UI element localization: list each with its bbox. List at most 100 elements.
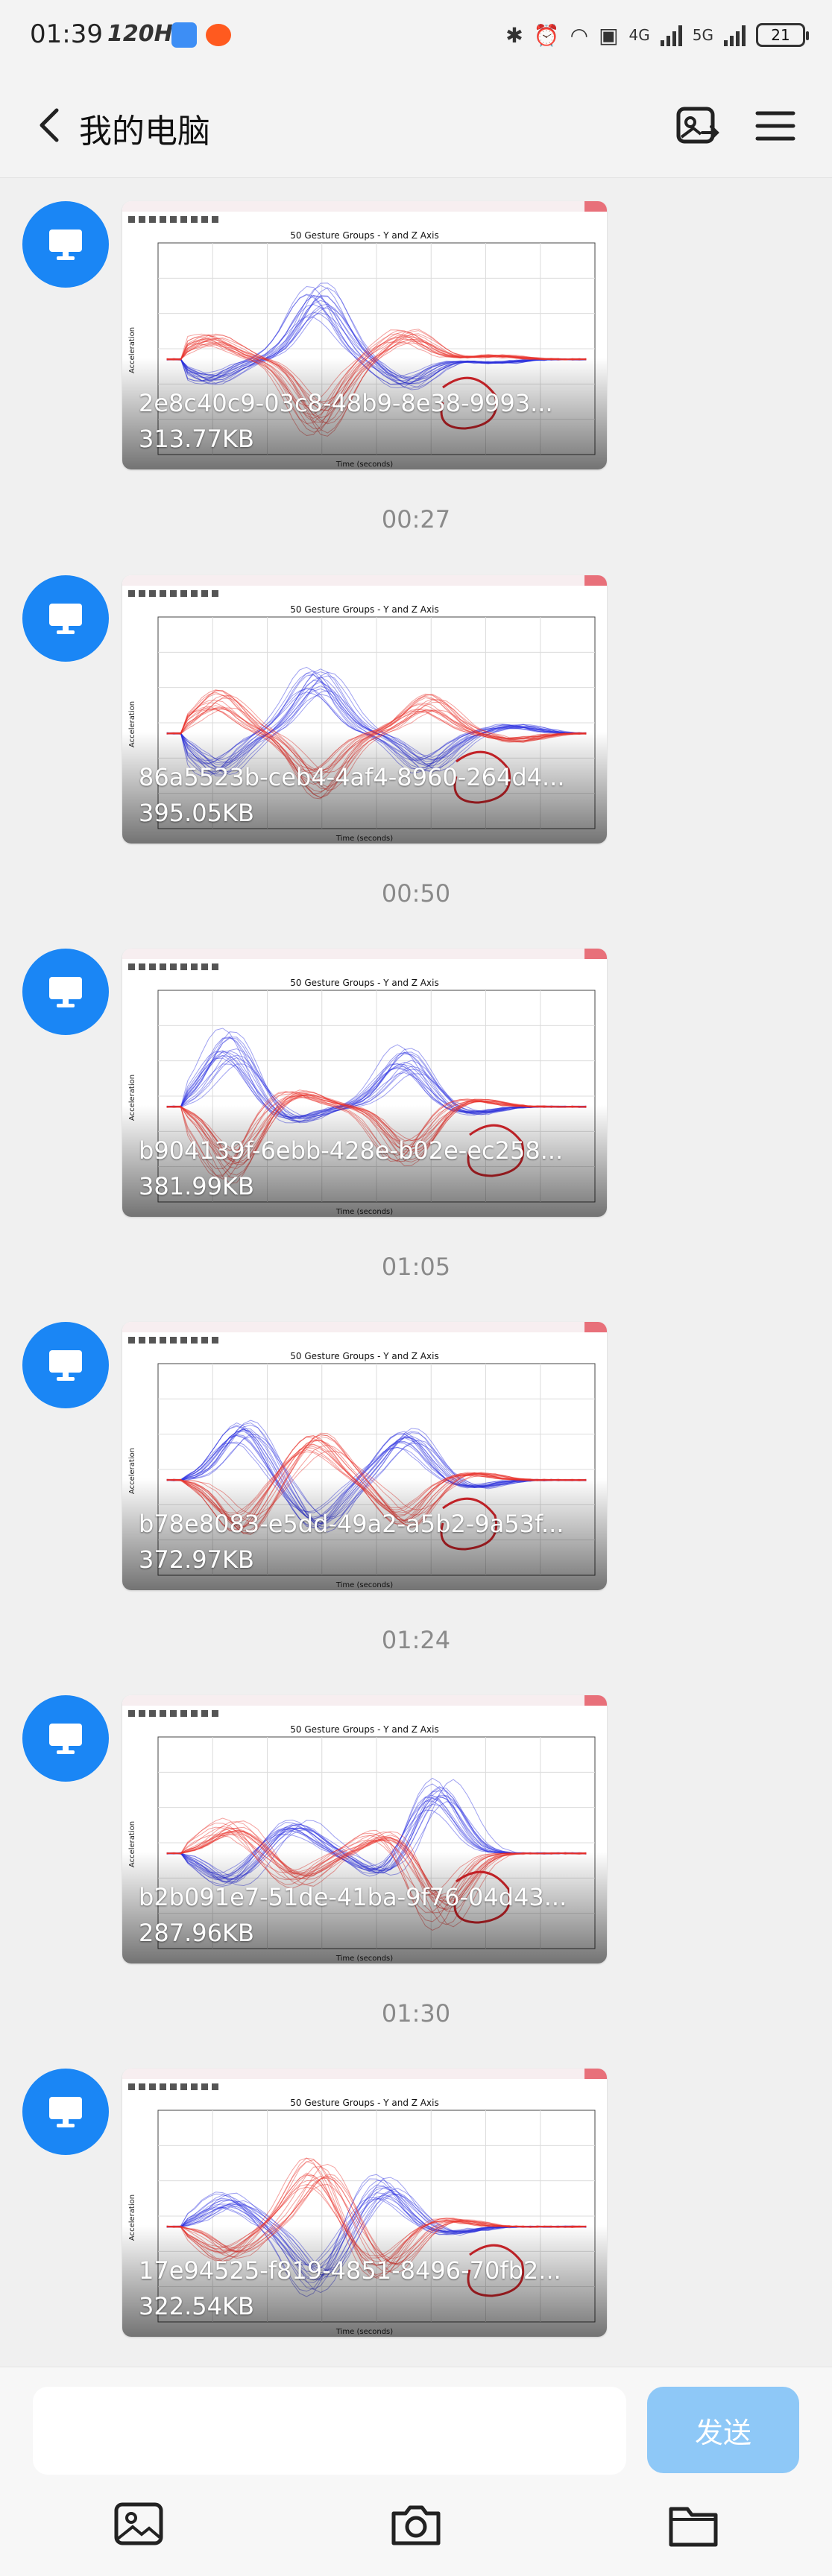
toolbar-icon (180, 2083, 187, 2090)
menu-icon[interactable] (749, 100, 801, 152)
thumbnail-overlay (122, 1105, 607, 1217)
window-titlebar (122, 949, 607, 959)
y-axis-label: Acceleration (128, 701, 136, 747)
toolbar-icon (170, 1710, 177, 1717)
toolbar-icon (191, 590, 198, 597)
window-titlebar (122, 201, 607, 212)
avatar[interactable] (22, 1695, 109, 1782)
send-button[interactable]: 发送 (647, 2387, 799, 2473)
toolbar-icon (180, 963, 187, 970)
toolbar-icon (149, 963, 156, 970)
toolbar-icon (149, 1710, 156, 1717)
toolbar-icon (149, 590, 156, 597)
toolbar-icon (139, 2083, 145, 2090)
image-icon[interactable] (109, 2494, 168, 2554)
y-axis-label: Acceleration (128, 2194, 136, 2241)
toolbar-icon (201, 1337, 208, 1344)
plot-title: 50 Gesture Groups - Y and Z Axis (290, 2098, 438, 2108)
toolbar-icon (180, 1710, 187, 1717)
toolbar-icon (149, 1337, 156, 1344)
hd-icon: ▣ (599, 22, 619, 48)
toolbar-icon (160, 963, 166, 970)
toolbar-icon (139, 1337, 145, 1344)
plot-title: 50 Gesture Groups - Y and Z Axis (290, 1351, 438, 1361)
gesture-curve (166, 334, 587, 423)
page-title: 我的电脑 (79, 113, 210, 151)
file-message-bubble[interactable]: 50 Gesture Groups - Y and Z AxisTime (se… (122, 1322, 607, 1590)
toolbar-icon (201, 590, 208, 597)
signal-icon (660, 24, 682, 46)
toolbar-icon (191, 1710, 198, 1717)
window-titlebar (122, 575, 607, 586)
camera-icon[interactable] (386, 2494, 446, 2554)
window-titlebar (122, 2069, 607, 2079)
thumbnail-overlay (122, 2225, 607, 2337)
monitor-icon (49, 1724, 82, 1754)
toolbar-icon (139, 216, 145, 223)
toolbar-icon (212, 2083, 218, 2090)
toolbar-icon (170, 963, 177, 970)
file-message-bubble[interactable]: 50 Gesture Groups - Y and Z AxisTime (se… (122, 1695, 607, 1963)
file-name: 17e94525-f819-4851-8496-70fb2... (139, 2256, 561, 2285)
toolbar-icon (160, 216, 166, 223)
message-timestamp: 01:30 (381, 1999, 451, 2028)
toolbar-icon (180, 1337, 187, 1344)
message-input[interactable] (33, 2387, 626, 2475)
toolbar-icon (191, 2083, 198, 2090)
plot-title: 50 Gesture Groups - Y and Z Axis (290, 1724, 438, 1735)
toolbar-icon (139, 963, 145, 970)
file-message-bubble[interactable]: 50 Gesture Groups - Y and Z AxisTime (se… (122, 575, 607, 844)
toolbar-icon (128, 216, 135, 223)
monitor-icon (49, 230, 82, 260)
folder-icon[interactable] (664, 2494, 723, 2554)
chevron-left-icon[interactable] (27, 101, 75, 149)
file-size: 395.05KB (139, 799, 254, 827)
message-row: 50 Gesture Groups - Y and Z AxisTime (se… (0, 1695, 832, 1965)
window-close-button (584, 1322, 607, 1332)
message-row: 50 Gesture Groups - Y and Z AxisTime (se… (0, 1322, 832, 1592)
toolbar-icon (212, 1710, 218, 1717)
plot-title: 50 Gesture Groups - Y and Z Axis (290, 230, 438, 241)
window-close-button (584, 201, 607, 212)
gesture-curve (166, 335, 587, 423)
toolbar-icon (139, 1710, 145, 1717)
toolbar-icon (212, 590, 218, 597)
y-axis-label: Acceleration (128, 1448, 136, 1494)
y-axis-label: Acceleration (128, 1821, 136, 1867)
plot-title: 50 Gesture Groups - Y and Z Axis (290, 978, 438, 988)
file-size: 381.99KB (139, 1172, 254, 1200)
avatar[interactable] (22, 575, 109, 662)
message-timestamp: 00:50 (381, 879, 451, 908)
file-message-bubble[interactable]: 50 Gesture Groups - Y and Z AxisTime (se… (122, 201, 607, 469)
avatar[interactable] (22, 949, 109, 1035)
toolbar-icon (191, 963, 198, 970)
gesture-curve (166, 335, 587, 419)
composer-bar: 发送 (0, 2367, 832, 2576)
toolbar-icon (128, 590, 135, 597)
thumbnail-overlay (122, 358, 607, 469)
signal-icon-2 (724, 24, 746, 46)
battery-icon: 21 (756, 23, 809, 47)
toolbar-icon (212, 216, 218, 223)
window-close-button (584, 949, 607, 959)
toolbar-icon (128, 2083, 135, 2090)
gesture-curve (166, 330, 587, 433)
file-message-bubble[interactable]: 50 Gesture Groups - Y and Z AxisTime (se… (122, 2069, 607, 2337)
toolbar-icon (201, 2083, 208, 2090)
window-close-button (584, 2069, 607, 2079)
wifi-icon: ◠ (570, 22, 589, 48)
avatar[interactable] (22, 1322, 109, 1408)
screen-share-icon[interactable] (671, 100, 723, 152)
network-5g: 5G (692, 26, 713, 44)
message-timestamp: 01:05 (381, 1253, 451, 1281)
toolbar-icon (128, 1710, 135, 1717)
avatar[interactable] (22, 201, 109, 288)
monitor-icon (49, 977, 82, 1007)
file-size: 372.97KB (139, 1545, 254, 1574)
message-row: 50 Gesture Groups - Y and Z AxisTime (se… (0, 949, 832, 1218)
toolbar-icon (170, 216, 177, 223)
avatar[interactable] (22, 2069, 109, 2155)
file-message-bubble[interactable]: 50 Gesture Groups - Y and Z AxisTime (se… (122, 949, 607, 1217)
toolbar-icon (160, 1337, 166, 1344)
message-timestamp: 01:24 (381, 1626, 451, 1654)
